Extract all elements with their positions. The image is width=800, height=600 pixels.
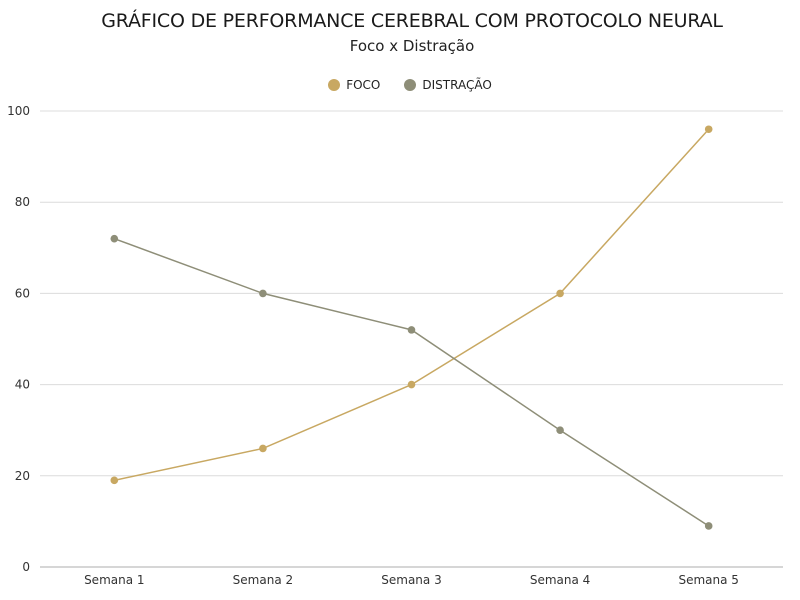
data-point[interactable] [704, 522, 713, 530]
series-line-foco [114, 128, 710, 482]
gridlines [40, 110, 783, 568]
chart-subtitle: Foco x Distração [349, 37, 475, 55]
y-tick-label: 0 [22, 560, 30, 574]
legend-label-distracao: DISTRAÇÃO [422, 78, 492, 92]
data-point[interactable] [110, 234, 119, 243]
legend-item-foco[interactable]: FOCO [328, 78, 380, 92]
legend-marker-distracao-icon [404, 79, 417, 91]
data-point[interactable] [407, 380, 416, 389]
y-tick-label: 20 [15, 469, 30, 483]
x-axis: Semana 1 Semana 2 Semana 3 Semana 4 Semana 5 [84, 573, 739, 587]
data-point[interactable] [556, 426, 564, 435]
x-tick-label: Semana 4 [530, 573, 590, 587]
data-point[interactable] [407, 326, 416, 334]
x-tick-label: Semana 5 [678, 573, 738, 587]
y-axis: 0 20 40 60 80 100 [7, 104, 30, 574]
data-point[interactable] [259, 289, 267, 298]
data-point[interactable] [704, 125, 713, 134]
chart-legend: FOCO DISTRAÇÃO [0, 78, 800, 92]
chart-title: GRÁFICO DE PERFORMANCE CEREBRAL COM PROT… [101, 10, 723, 32]
x-tick-label: Semana 3 [381, 573, 441, 587]
data-point[interactable] [110, 476, 119, 485]
data-point[interactable] [556, 289, 564, 298]
y-tick-label: 100 [7, 104, 30, 118]
x-tick-label: Semana 2 [233, 573, 293, 587]
y-tick-label: 40 [15, 378, 30, 392]
legend-label-foco: FOCO [346, 78, 381, 92]
x-tick-label: Semana 1 [84, 573, 144, 587]
data-point[interactable] [259, 444, 267, 453]
legend-item-distracao[interactable]: DISTRAÇÃO [404, 78, 492, 92]
y-tick-label: 60 [15, 286, 30, 300]
y-tick-label: 80 [15, 195, 30, 209]
data-series [110, 125, 713, 530]
legend-marker-foco-icon [328, 79, 341, 91]
